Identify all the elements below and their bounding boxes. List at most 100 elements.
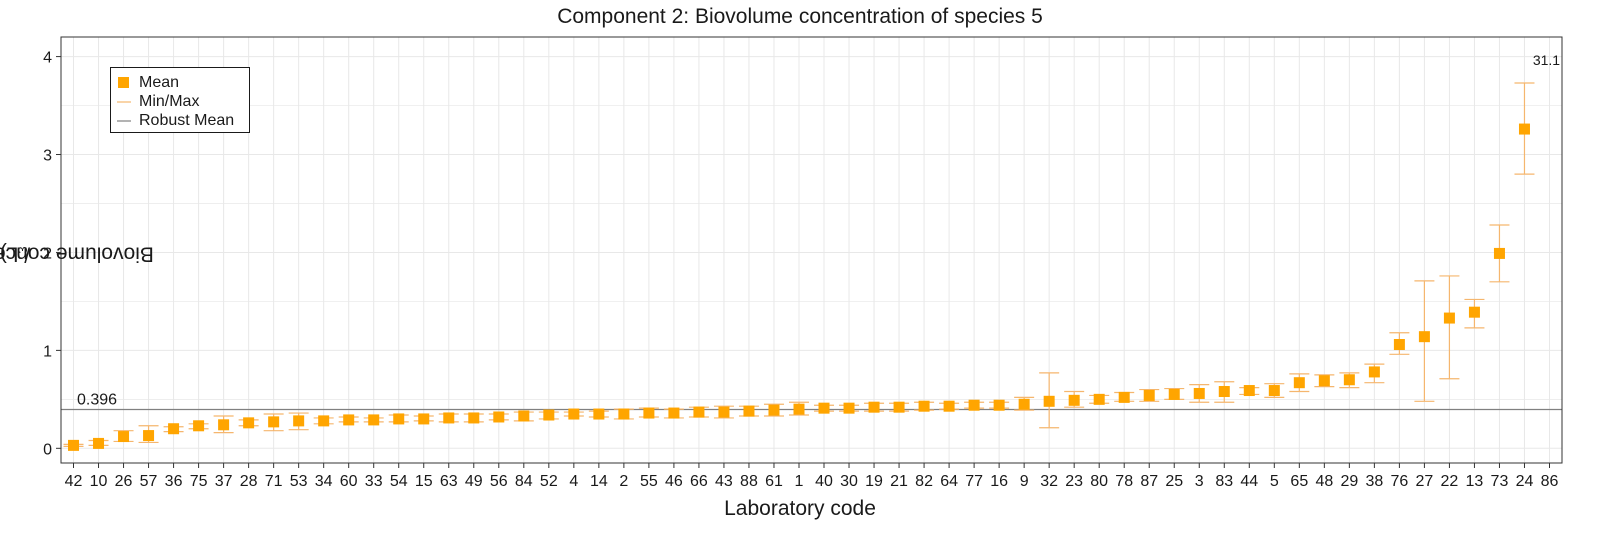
mean-point (1093, 393, 1105, 405)
lab-marker-group (713, 405, 734, 419)
x-tick-label: 24 (1516, 473, 1534, 490)
robust-mean-label: 0.396 (77, 392, 117, 409)
x-tick-label: 57 (140, 473, 158, 490)
y-tick-label: 0 (43, 441, 52, 458)
x-tick-label: 13 (1466, 473, 1484, 490)
lab-marker-group (463, 412, 484, 424)
offscale-value-label: 31.1 (1533, 52, 1560, 68)
lab-marker-group (688, 406, 709, 418)
legend-robust-swatch (117, 120, 131, 122)
lab-marker-group (1289, 373, 1310, 393)
lab-marker-group (588, 408, 609, 420)
mean-point (1393, 339, 1405, 351)
x-tick-label: 26 (115, 473, 133, 490)
lab-marker-group (1464, 298, 1485, 329)
mean-point (443, 412, 455, 424)
mean-point (193, 420, 205, 432)
x-tick-label: 83 (1215, 473, 1233, 490)
lab-marker-group (1489, 224, 1510, 283)
mean-point (1018, 398, 1030, 410)
x-tick-label: 27 (1416, 473, 1434, 490)
lab-marker-group (738, 405, 759, 417)
x-tick-label: 53 (290, 473, 308, 490)
lab-marker-group (613, 408, 634, 420)
x-tick-label: 61 (765, 473, 783, 490)
lab-marker-group (313, 415, 334, 427)
lab-marker-group (1189, 384, 1210, 403)
lab-marker-group (563, 408, 584, 420)
mean-point (1218, 386, 1230, 398)
mean-point (1343, 374, 1355, 386)
lab-marker-group (1164, 387, 1185, 400)
x-tick-label: 44 (1240, 473, 1258, 490)
mean-point (993, 399, 1005, 411)
mean-point (1268, 385, 1280, 397)
mean-point (1243, 385, 1255, 397)
x-tick-label: 55 (640, 473, 658, 490)
legend: Mean Min/Max Robust Mean (110, 67, 250, 133)
lab-marker-group (263, 413, 284, 432)
x-tick-label: 63 (440, 473, 458, 490)
x-tick-label: 38 (1365, 473, 1383, 490)
x-tick-label: 29 (1340, 473, 1358, 490)
mean-point (743, 405, 755, 417)
x-tick-label: 77 (965, 473, 983, 490)
x-tick-label: 65 (1290, 473, 1308, 490)
lab-marker-group (238, 417, 259, 429)
lab-marker-group (914, 400, 935, 412)
x-tick-label: 82 (915, 473, 933, 490)
mean-point (768, 404, 780, 416)
lab-marker-group (1089, 393, 1110, 405)
lab-marker-group (538, 409, 559, 421)
mean-point (1193, 387, 1205, 399)
mean-point (793, 403, 805, 415)
lab-marker-group (1014, 396, 1035, 411)
mean-point (418, 413, 430, 425)
x-tick-label: 49 (465, 473, 483, 490)
plot-border (60, 36, 1563, 464)
mean-point (343, 414, 355, 426)
x-tick-label: 75 (190, 473, 208, 490)
x-tick-label: 43 (715, 473, 733, 490)
mean-point (1168, 388, 1180, 400)
lab-marker-group (788, 401, 809, 416)
x-tick-label: 1 (795, 473, 804, 490)
lab-marker-group (88, 437, 109, 449)
lab-marker-group (213, 415, 234, 434)
mean-point (368, 414, 380, 426)
lab-marker-group (939, 400, 960, 412)
lab-marker-group (1314, 374, 1335, 388)
mean-point (543, 409, 555, 421)
x-tick-label: 87 (1140, 473, 1158, 490)
mean-point (693, 406, 705, 418)
y-tick-label: 2 (43, 245, 52, 262)
lab-marker-group (1139, 388, 1160, 402)
lab-marker-group (438, 412, 459, 424)
mean-point (818, 402, 830, 414)
mean-point (168, 423, 180, 435)
mean-point (243, 417, 255, 429)
chart-title: Component 2: Biovolume concentration of … (557, 5, 1043, 28)
x-tick-label: 4 (569, 473, 578, 490)
lab-marker-group (388, 413, 409, 425)
mean-point (668, 407, 680, 419)
lab-marker-group (1514, 82, 1535, 175)
lab-marker-group (513, 410, 534, 422)
y-axis-label-suffix: / L) (0, 242, 31, 266)
lab-marker-group (138, 425, 159, 444)
mean-point (218, 419, 230, 431)
lab-marker-group (663, 407, 684, 419)
lab-marker-group (1439, 275, 1460, 380)
x-tick-label: 88 (740, 473, 758, 490)
lab-marker-group (763, 403, 784, 417)
lab-marker-group (1114, 391, 1135, 403)
mean-point (1293, 377, 1305, 389)
mean-point (393, 413, 405, 425)
lab-marker-group (363, 414, 384, 426)
mean-point (68, 439, 80, 451)
lab-marker-group (638, 407, 659, 419)
lab-marker-group (1214, 381, 1235, 403)
lab-marker-group (1064, 390, 1085, 408)
x-tick-label: 19 (865, 473, 883, 490)
mean-point (468, 412, 480, 424)
